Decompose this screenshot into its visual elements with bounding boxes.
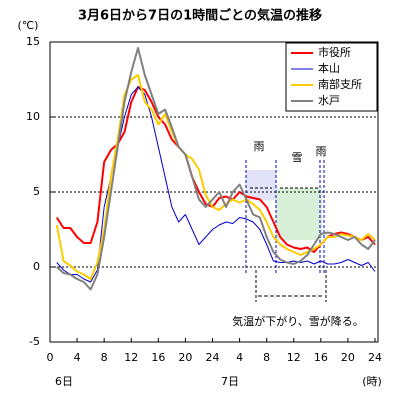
x-tick-label: 24 [206,351,220,364]
annotation: 気温が下がり、雪が降る。 [232,314,364,328]
y-axis-label: (℃) [18,19,39,32]
annotation: 雨 [254,140,265,153]
y-tick-label: 5 [33,185,40,198]
x-tick-label: 24 [368,351,382,364]
y-tick-label: 15 [26,35,40,48]
series-line [56,86,376,283]
annotation: 雪 [292,151,303,164]
x-tick-label: 8 [263,351,270,364]
x-tick-label: 12 [287,351,301,364]
x-tick-label: 4 [74,351,81,364]
legend-label: 本山 [318,61,340,75]
series-line [56,47,376,291]
annotation: 雨 [316,145,327,158]
day-label: 7日 [221,375,239,388]
x-tick-label: 20 [178,351,192,364]
x-tick-label: 8 [101,351,108,364]
legend-box [285,42,378,112]
rain-shade [246,170,276,200]
chart-title: 3月6日から7日の1時間ごとの気温の推移 [78,8,322,24]
x-axis-label: (時) [362,375,382,388]
snow-shade [276,188,322,240]
legend-label: 南部支所 [318,77,362,91]
y-tick-label: -5 [29,335,40,348]
legend-label: 水戸 [318,94,340,107]
series-line [55,74,376,280]
x-tick-label: 16 [314,351,328,364]
x-tick-label: 12 [124,351,138,364]
x-tick-label: 20 [341,351,355,364]
x-tick-label: 4 [236,351,243,364]
x-tick-label: 16 [151,351,165,364]
y-tick-label: 10 [26,110,40,123]
day-label: 6日 [55,375,73,388]
x-tick-label: 0 [47,351,54,364]
y-tick-label: 0 [33,260,40,273]
legend-label: 市役所 [318,45,351,59]
